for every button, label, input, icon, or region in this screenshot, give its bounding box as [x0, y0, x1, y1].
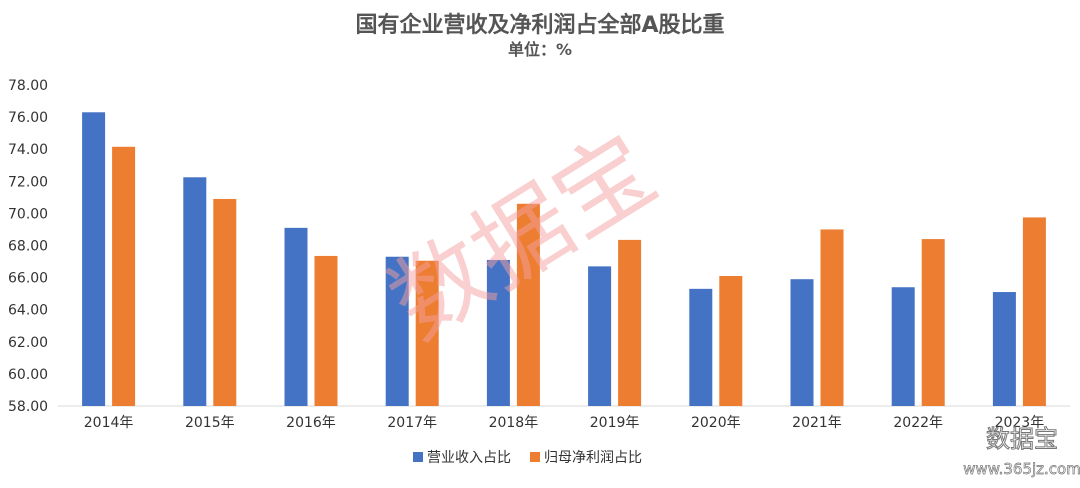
- bar: [385, 256, 409, 406]
- watermark-corner: 数据宝 www.365jz.com: [963, 425, 1080, 479]
- y-tick-label: 64.00: [8, 303, 48, 319]
- legend: 营业收入占比 归母净利润占比: [413, 449, 642, 466]
- bar: [689, 288, 713, 406]
- y-tick-label: 60.00: [8, 367, 48, 383]
- chart-title: 国有企业营收及净利润占全部A股比重: [355, 12, 724, 38]
- bar: [415, 260, 439, 406]
- y-tick-label: 72.00: [8, 174, 48, 190]
- bar: [486, 259, 510, 406]
- x-tick-label: 2016年: [286, 415, 336, 431]
- bar: [618, 239, 642, 406]
- y-tick-label: 58.00: [8, 399, 48, 415]
- bar: [790, 279, 814, 406]
- bar: [921, 239, 945, 406]
- bar: [112, 146, 136, 407]
- bar: [719, 275, 743, 406]
- bar: [588, 266, 612, 406]
- y-tick-label: 70.00: [8, 206, 48, 222]
- plot-area: 58.00 60.00 62.00 64.00 66.00 68.00 70.00 72.00…: [8, 78, 1070, 431]
- bar: [516, 203, 540, 406]
- x-tick-label: 2021年: [792, 415, 842, 431]
- x-tick-label: 2017年: [387, 415, 437, 431]
- bar: [1022, 217, 1046, 406]
- legend-swatch: [413, 452, 423, 462]
- bar: [82, 112, 106, 406]
- x-tick-label: 2015年: [185, 415, 235, 431]
- bar: [314, 255, 338, 406]
- bar: [213, 198, 237, 406]
- legend-swatch: [530, 452, 540, 462]
- bar: [820, 229, 844, 406]
- y-tick-label: 66.00: [8, 271, 48, 287]
- x-tick-label: 2014年: [84, 415, 134, 431]
- legend-label: 营业收入占比: [427, 450, 511, 466]
- x-tick-label: 2022年: [893, 415, 943, 431]
- chart-subtitle: 单位：%: [508, 40, 572, 59]
- watermark-corner-text: 数据宝: [986, 425, 1058, 453]
- y-tick-label: 76.00: [8, 110, 48, 126]
- y-tick-label: 62.00: [8, 335, 48, 351]
- x-tick-label: 2023年: [995, 415, 1045, 431]
- bar: [183, 177, 207, 406]
- x-tick-label: 2018年: [489, 415, 539, 431]
- y-tick-label: 68.00: [8, 239, 48, 255]
- bar: [891, 287, 915, 406]
- bar: [284, 227, 308, 406]
- bar: [992, 292, 1016, 406]
- legend-label: 归母净利润占比: [544, 449, 642, 466]
- x-tick-label: 2019年: [590, 415, 640, 431]
- y-tick-label: 78.00: [8, 78, 48, 94]
- y-tick-label: 74.00: [8, 142, 48, 158]
- x-tick-label: 2020年: [691, 415, 741, 431]
- watermark-corner-url: www.365jz.com: [963, 460, 1080, 478]
